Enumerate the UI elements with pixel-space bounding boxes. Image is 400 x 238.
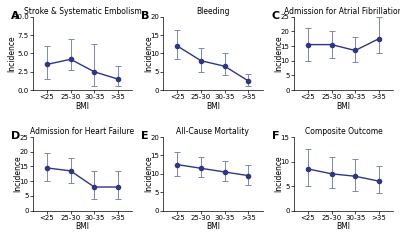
X-axis label: BMI: BMI: [206, 102, 220, 111]
X-axis label: BMI: BMI: [76, 102, 90, 111]
Title: Admission for Atrial Fibrillation: Admission for Atrial Fibrillation: [284, 7, 400, 16]
Y-axis label: Incidence: Incidence: [144, 35, 153, 72]
Y-axis label: Incidence: Incidence: [275, 35, 284, 72]
Y-axis label: Incidence: Incidence: [14, 155, 23, 192]
X-axis label: BMI: BMI: [336, 222, 350, 231]
Y-axis label: Incidence: Incidence: [275, 155, 284, 192]
Text: D: D: [11, 131, 20, 141]
Text: E: E: [141, 131, 149, 141]
X-axis label: BMI: BMI: [206, 222, 220, 231]
Title: Stroke & Systematic Embolism: Stroke & Systematic Embolism: [24, 7, 141, 16]
Text: B: B: [141, 11, 150, 21]
Y-axis label: Incidence: Incidence: [144, 155, 153, 192]
X-axis label: BMI: BMI: [76, 222, 90, 231]
Text: A: A: [11, 11, 20, 21]
Title: Admission for Heart Failure: Admission for Heart Failure: [30, 127, 134, 136]
Text: C: C: [272, 11, 280, 21]
Title: Composite Outcome: Composite Outcome: [304, 127, 382, 136]
Title: Bleeding: Bleeding: [196, 7, 230, 16]
Y-axis label: Incidence: Incidence: [7, 35, 16, 72]
Text: F: F: [272, 131, 279, 141]
X-axis label: BMI: BMI: [336, 102, 350, 111]
Title: All-Cause Mortality: All-Cause Mortality: [176, 127, 249, 136]
